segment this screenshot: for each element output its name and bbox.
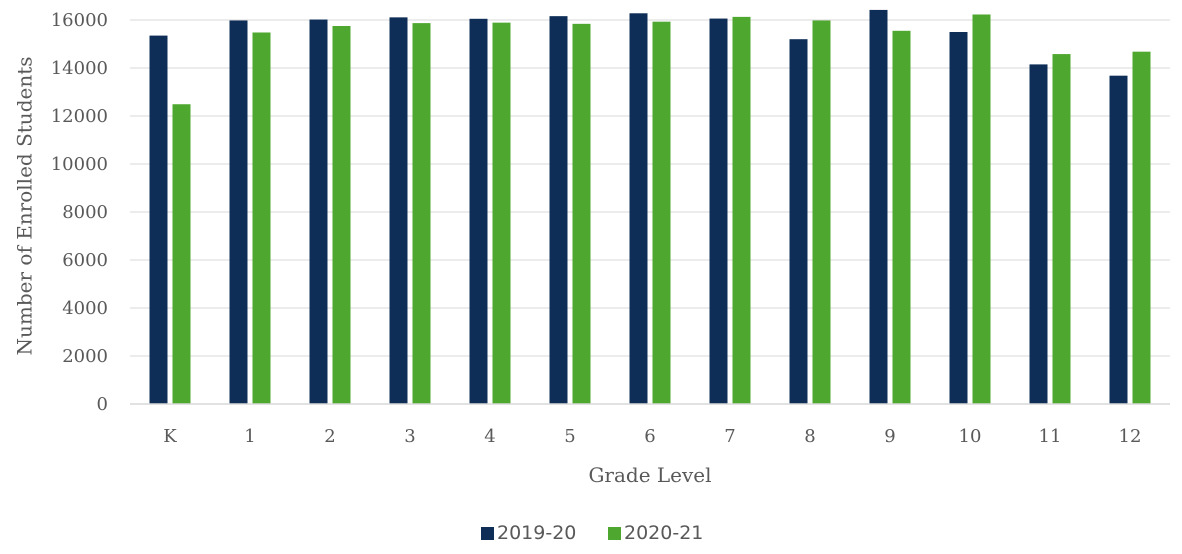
bar-2020-21-3 xyxy=(412,23,431,405)
x-tick-label: 1 xyxy=(244,426,255,447)
bar-2019-20-5 xyxy=(549,16,568,404)
x-tick-label: 3 xyxy=(404,426,415,447)
y-tick-label: 0 xyxy=(97,394,108,415)
bar-2020-21-11 xyxy=(1052,54,1071,405)
bar-2019-20-11 xyxy=(1029,64,1048,405)
x-axis-title: Grade Level xyxy=(588,463,711,487)
legend-label: 2019-20 xyxy=(497,522,576,544)
y-tick-label: 16000 xyxy=(51,10,108,31)
bar-2019-20-9 xyxy=(869,9,888,404)
y-tick-label: 2000 xyxy=(62,346,108,367)
bar-2020-21-12 xyxy=(1132,51,1151,405)
x-tick-label: 4 xyxy=(484,426,495,447)
x-tick-label: 2 xyxy=(324,426,335,447)
bar-2020-21-10 xyxy=(972,14,991,404)
bar-2020-21-5 xyxy=(572,23,591,405)
bar-2019-20-10 xyxy=(949,32,968,404)
bar-2019-20-12 xyxy=(1109,75,1128,405)
y-tick-label: 12000 xyxy=(51,106,108,127)
legend-swatch xyxy=(481,527,494,540)
legend: 2019-20 2020-21 xyxy=(481,522,703,544)
x-tick-labels: K 1 2 3 4 5 6 7 8 9 10 11 12 xyxy=(163,426,1141,447)
y-tick-label: 6000 xyxy=(62,250,108,271)
bar-2019-20-4 xyxy=(469,18,488,405)
y-tick-labels: 0 2000 4000 6000 8000 10000 12000 14000 16000 xyxy=(51,10,108,415)
bar-2019-20-8 xyxy=(789,39,808,404)
y-tick-label: 10000 xyxy=(51,154,108,175)
bar-2020-21-6 xyxy=(652,21,671,405)
bar-2019-20-2 xyxy=(309,19,328,405)
bar-2020-21-2 xyxy=(332,26,351,404)
bar-2019-20-6 xyxy=(629,13,648,405)
x-tick-label: 10 xyxy=(959,426,982,447)
bar-2019-20-K xyxy=(149,35,168,404)
x-tick-label: 12 xyxy=(1119,426,1142,447)
x-tick-label: 11 xyxy=(1039,426,1062,447)
x-tick-label: 5 xyxy=(564,426,575,447)
bar-2020-21-9 xyxy=(892,30,911,405)
y-tick-label: 4000 xyxy=(62,298,108,319)
x-tick-label: 7 xyxy=(724,426,735,447)
bar-2019-20-7 xyxy=(709,18,728,405)
x-tick-label: 8 xyxy=(804,426,815,447)
bars xyxy=(149,9,1151,405)
bar-2019-20-3 xyxy=(389,17,408,405)
gridlines xyxy=(130,19,1170,357)
bar-2020-21-K xyxy=(172,104,191,405)
bar-2020-21-4 xyxy=(492,22,511,404)
y-tick-label: 8000 xyxy=(62,202,108,223)
x-tick-label: 6 xyxy=(644,426,655,447)
y-axis-title: Number of Enrolled Students xyxy=(13,56,37,355)
x-tick-label: K xyxy=(163,426,177,447)
bar-2020-21-1 xyxy=(252,32,271,404)
bar-2020-21-8 xyxy=(812,20,831,404)
y-tick-label: 14000 xyxy=(51,58,108,79)
legend-swatch xyxy=(608,527,621,540)
legend-label: 2020-21 xyxy=(624,522,703,544)
bar-2020-21-7 xyxy=(732,16,751,404)
bar-2019-20-1 xyxy=(229,20,248,404)
x-tick-label: 9 xyxy=(884,426,895,447)
